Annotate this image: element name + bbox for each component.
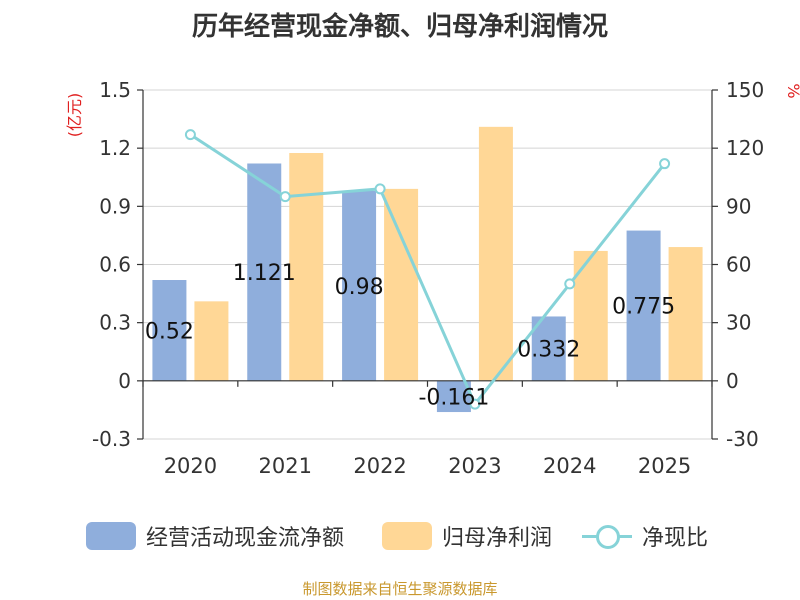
- right-axis-tick-label: 60: [726, 253, 751, 277]
- left-axis-tick-label: 1.2: [99, 136, 131, 160]
- left-axis-tick-label: 0.9: [99, 194, 131, 218]
- ratio-line-point: [564, 278, 576, 290]
- left-axis-tick-label: 0.3: [99, 311, 131, 335]
- data-labels: 0.52 1.121 0.98 -0.161 0.332 0.775: [145, 261, 675, 410]
- x-axis-tick-label: 2025: [638, 454, 691, 478]
- bar-cash-flow: [247, 163, 282, 381]
- legend-swatch-net-profit: [382, 522, 432, 550]
- legend-label-net-profit: 归母净利润: [442, 526, 553, 551]
- right-axis-tick-label: 30: [726, 311, 751, 335]
- left-axis-tick-label: 0.6: [99, 253, 131, 277]
- x-axis-tick-label: 2023: [448, 454, 501, 478]
- data-label-cash-flow: 0.98: [335, 275, 384, 300]
- left-axis-tick-label: 1.5: [99, 78, 131, 102]
- data-label-cash-flow: 1.121: [233, 261, 296, 286]
- left-axis-unit-label: (亿元): [65, 93, 84, 138]
- right-axis-unit-label: %: [784, 83, 800, 98]
- x-axis-tick-label: 2024: [543, 454, 596, 478]
- x-axis-tick-label: 2022: [353, 454, 406, 478]
- right-axis-tick-label: 0: [726, 369, 739, 393]
- right-axis-tick-label: 150: [726, 78, 764, 102]
- ratio-line-point: [659, 158, 671, 170]
- legend-label-ratio: 净现比: [642, 526, 709, 551]
- bar-cash-flow: [342, 190, 377, 381]
- source-note: 制图数据来自恒生聚源数据库: [302, 580, 498, 598]
- data-label-cash-flow: 0.332: [517, 338, 580, 363]
- bar-net-profit: [194, 301, 229, 381]
- ratio-line-point: [374, 183, 386, 195]
- legend-item-ratio[interactable]: 净现比: [582, 516, 708, 556]
- ratio-line-path: [189, 133, 666, 407]
- x-axis-tick-label: 2020: [164, 454, 217, 478]
- legend-line-marker-icon: [582, 522, 632, 550]
- bar-net-profit: [668, 247, 703, 381]
- legend-swatch-cash-flow: [86, 522, 136, 550]
- chart-svg: -0.3 0 0.3 0.6 0.9 1.2 1.5 -30 0 30 60 90 120 150 (亿元)…: [65, 78, 800, 478]
- data-label-cash-flow: 0.52: [145, 319, 194, 344]
- bar-net-profit: [384, 188, 419, 381]
- right-axis-tick-label: 90: [726, 194, 751, 218]
- legend-item-net-profit[interactable]: 归母净利润: [382, 516, 552, 556]
- right-axis-tick-label: -30: [726, 427, 759, 451]
- ratio-line: [184, 129, 671, 410]
- data-label-cash-flow: 0.775: [612, 295, 675, 320]
- bar-cash-flow: [436, 380, 471, 413]
- legend: 经营活动现金流净额 归母净利润 净现比: [0, 516, 800, 556]
- ratio-line-point: [279, 191, 291, 203]
- bar-net-profit: [289, 153, 324, 381]
- bar-cash-flow: [626, 230, 661, 381]
- legend-label-cash-flow: 经营活动现金流净额: [146, 526, 345, 551]
- bars: [152, 126, 703, 413]
- legend-item-cash-flow[interactable]: 经营活动现金流净额: [86, 516, 344, 556]
- bar-net-profit: [478, 126, 513, 381]
- ratio-line-point: [469, 398, 481, 410]
- ratio-line-point: [184, 129, 196, 141]
- data-label-cash-flow: -0.161: [418, 385, 489, 410]
- bar-cash-flow: [152, 280, 187, 381]
- x-axis-tick-label: 2021: [259, 454, 312, 478]
- axes: -0.3 0 0.3 0.6 0.9 1.2 1.5 -30 0 30 60 90 120 150 (亿元)…: [65, 78, 800, 478]
- left-axis-tick-label: -0.3: [92, 427, 131, 451]
- chart-title: 历年经营现金净额、归母净利润情况: [191, 12, 608, 42]
- left-axis-tick-label: 0: [118, 369, 131, 393]
- right-axis-tick-label: 120: [726, 136, 764, 160]
